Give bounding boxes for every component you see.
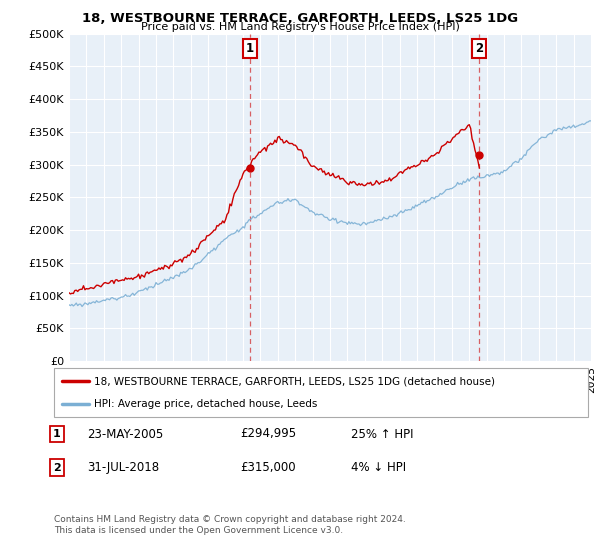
Text: 2: 2 (53, 463, 61, 473)
Text: 25% ↑ HPI: 25% ↑ HPI (351, 427, 413, 441)
Text: Price paid vs. HM Land Registry's House Price Index (HPI): Price paid vs. HM Land Registry's House … (140, 22, 460, 32)
Text: HPI: Average price, detached house, Leeds: HPI: Average price, detached house, Leed… (94, 399, 317, 409)
Text: 4% ↓ HPI: 4% ↓ HPI (351, 461, 406, 474)
Text: £294,995: £294,995 (240, 427, 296, 441)
Text: Contains HM Land Registry data © Crown copyright and database right 2024.: Contains HM Land Registry data © Crown c… (54, 515, 406, 524)
Text: 1: 1 (53, 429, 61, 439)
Text: £315,000: £315,000 (240, 461, 296, 474)
Text: 18, WESTBOURNE TERRACE, GARFORTH, LEEDS, LS25 1DG (detached house): 18, WESTBOURNE TERRACE, GARFORTH, LEEDS,… (94, 376, 495, 386)
Text: 23-MAY-2005: 23-MAY-2005 (87, 427, 163, 441)
Text: 31-JUL-2018: 31-JUL-2018 (87, 461, 159, 474)
Text: This data is licensed under the Open Government Licence v3.0.: This data is licensed under the Open Gov… (54, 526, 343, 535)
Text: 2: 2 (475, 42, 484, 55)
Text: 18, WESTBOURNE TERRACE, GARFORTH, LEEDS, LS25 1DG: 18, WESTBOURNE TERRACE, GARFORTH, LEEDS,… (82, 12, 518, 25)
Text: 1: 1 (245, 42, 254, 55)
